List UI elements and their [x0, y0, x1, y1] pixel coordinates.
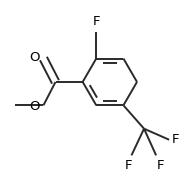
- Text: F: F: [157, 159, 165, 172]
- Text: F: F: [125, 159, 132, 172]
- Text: F: F: [93, 15, 100, 28]
- Text: O: O: [29, 51, 40, 64]
- Text: F: F: [172, 133, 180, 146]
- Text: O: O: [29, 100, 40, 113]
